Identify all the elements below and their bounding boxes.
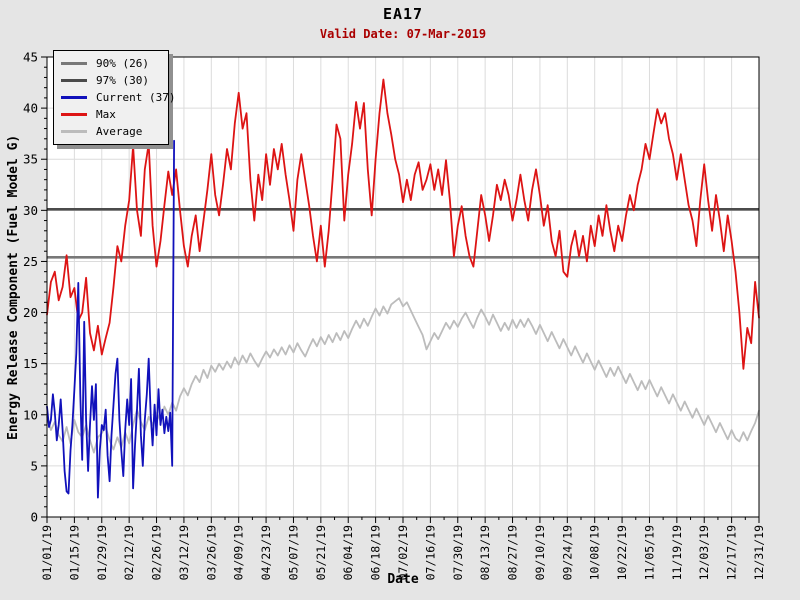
svg-text:20: 20	[23, 305, 38, 320]
legend-max-line-swatch-icon	[61, 113, 87, 116]
svg-text:02/12/19: 02/12/19	[122, 525, 136, 580]
svg-text:06/18/19: 06/18/19	[369, 525, 383, 580]
svg-text:15: 15	[23, 356, 38, 371]
legend-average-label: Average	[96, 125, 143, 138]
svg-text:12/03/19: 12/03/19	[697, 525, 711, 580]
legend-current-label: Current (37)	[96, 91, 176, 104]
svg-text:02/26/19: 02/26/19	[150, 525, 164, 580]
svg-text:25: 25	[23, 254, 38, 269]
svg-text:12/17/19: 12/17/19	[725, 525, 739, 580]
legend-average-line-swatch-icon	[61, 130, 87, 133]
series-line-max	[46, 78, 760, 370]
svg-text:45: 45	[23, 50, 38, 65]
legend-item-max: Max	[54, 106, 168, 123]
svg-text:05/07/19: 05/07/19	[286, 525, 300, 580]
svg-text:11/19/19: 11/19/19	[670, 525, 684, 580]
svg-text:06/04/19: 06/04/19	[341, 525, 355, 580]
y-axis-label: Energy Release Component (Fuel Model G)	[6, 134, 21, 440]
svg-text:01/15/19: 01/15/19	[67, 525, 81, 580]
legend-item-average: Average	[54, 123, 168, 140]
svg-text:07/02/19: 07/02/19	[396, 525, 410, 580]
svg-text:5: 5	[30, 458, 38, 473]
legend-current-line-swatch-icon	[61, 96, 87, 99]
svg-text:08/13/19: 08/13/19	[478, 525, 492, 580]
legend-item-current: Current (37)	[54, 89, 175, 106]
chart-title: EA17	[382, 5, 424, 23]
svg-text:12/31/19: 12/31/19	[752, 525, 766, 580]
series-line-average	[46, 297, 760, 454]
valid-date-subtitle: Valid Date: 07-Mar-2019	[319, 27, 487, 41]
svg-text:40: 40	[23, 101, 38, 116]
svg-text:35: 35	[23, 152, 38, 167]
y-tick-labels: 0 5 10 15 20 25 30 35 40 45	[23, 50, 38, 525]
legend-97-line-swatch-icon	[61, 79, 87, 82]
axis-ticks	[41, 56, 760, 523]
svg-text:30: 30	[23, 203, 38, 218]
svg-text:08/27/19: 08/27/19	[506, 525, 520, 580]
svg-text:05/21/19: 05/21/19	[314, 525, 328, 580]
svg-text:01/01/19: 01/01/19	[40, 525, 54, 580]
series-line-current	[46, 139, 176, 499]
legend-max-label: Max	[96, 108, 116, 121]
svg-text:10: 10	[23, 407, 38, 422]
svg-text:04/23/19: 04/23/19	[259, 525, 273, 580]
svg-text:10/08/19: 10/08/19	[588, 525, 602, 580]
svg-text:01/29/19: 01/29/19	[95, 525, 109, 580]
x-axis-label: Date	[387, 572, 419, 587]
legend-90-label: 90% (26)	[96, 57, 149, 70]
svg-text:07/16/19: 07/16/19	[423, 525, 437, 580]
legend-item-90-percentile: 90% (26)	[54, 55, 168, 72]
svg-text:0: 0	[30, 510, 38, 525]
svg-text:03/12/19: 03/12/19	[177, 525, 191, 580]
legend-97-label: 97% (30)	[96, 74, 149, 87]
legend-item-97-percentile: 97% (30)	[54, 72, 168, 89]
svg-text:09/24/19: 09/24/19	[560, 525, 574, 580]
legend-90-line-swatch-icon	[61, 62, 87, 65]
x-tick-labels: 01/01/19 01/15/19 01/29/19 02/12/19 02/26/19…	[40, 525, 766, 580]
svg-text:04/09/19: 04/09/19	[232, 525, 246, 580]
chart-legend: 90% (26) 97% (30) Current (37) Max Avera…	[53, 50, 175, 145]
svg-text:03/26/19: 03/26/19	[204, 525, 218, 580]
svg-text:11/05/19: 11/05/19	[642, 525, 656, 580]
svg-text:07/30/19: 07/30/19	[451, 525, 465, 580]
svg-text:10/22/19: 10/22/19	[615, 525, 629, 580]
svg-text:09/10/19: 09/10/19	[533, 525, 547, 580]
